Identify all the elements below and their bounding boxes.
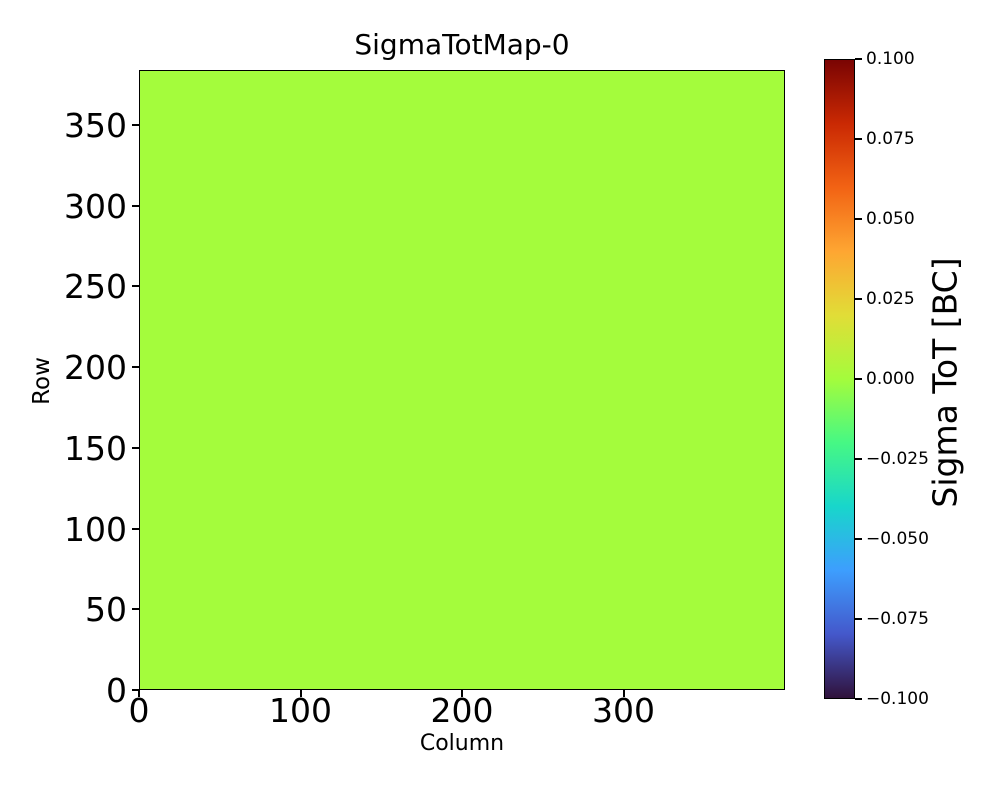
colorbar-tick-label: −0.050 xyxy=(866,528,929,549)
y-tick-mark xyxy=(132,366,139,369)
colorbar-tick-label: 0.075 xyxy=(866,128,915,149)
x-axis-label: Column xyxy=(419,731,505,756)
y-tick-mark xyxy=(132,123,139,126)
chart-title: SigmaTotMap-0 xyxy=(354,28,570,61)
x-tick-mark xyxy=(138,690,140,697)
x-tick-label: 0 xyxy=(128,691,150,730)
y-tick-mark xyxy=(132,446,139,449)
y-tick-label: 200 xyxy=(64,348,127,388)
x-tick-mark xyxy=(461,690,463,697)
x-tick-mark xyxy=(622,690,625,697)
colorbar-tick-label: −0.025 xyxy=(866,448,929,469)
colorbar-tick-mark xyxy=(855,298,862,300)
colorbar-tick-label: 0.050 xyxy=(866,208,915,229)
y-tick-label: 250 xyxy=(64,267,127,307)
heatmap-plot-area xyxy=(139,70,785,690)
colorbar-tick-mark xyxy=(855,538,862,540)
colorbar-tick-label: −0.075 xyxy=(866,608,929,629)
x-tick-label: 100 xyxy=(269,691,332,730)
y-tick-mark xyxy=(132,204,139,207)
colorbar-tick-mark xyxy=(855,378,862,380)
y-tick-label: 150 xyxy=(64,428,127,468)
colorbar-tick-mark xyxy=(855,218,862,220)
y-tick-label: 50 xyxy=(85,590,127,630)
y-tick-label: 0 xyxy=(106,671,127,710)
colorbar-tick-mark xyxy=(855,618,862,620)
y-tick-mark xyxy=(132,527,139,530)
colorbar-tick-label: 0.025 xyxy=(866,288,915,309)
x-tick-label: 200 xyxy=(430,691,494,730)
y-axis-label: Row xyxy=(29,357,55,405)
y-tick-label: 350 xyxy=(64,105,127,145)
colorbar-tick-mark xyxy=(855,458,862,460)
colorbar-tick-mark xyxy=(855,138,862,140)
colorbar-tick-mark xyxy=(855,58,862,60)
y-tick-label: 100 xyxy=(64,509,127,549)
colorbar-gradient xyxy=(824,59,855,699)
x-tick-label: 300 xyxy=(592,691,655,730)
colorbar-tick-label: −0.100 xyxy=(866,688,929,709)
colorbar-tick-mark xyxy=(855,698,862,700)
y-tick-mark xyxy=(132,285,139,288)
y-tick-mark xyxy=(132,689,139,691)
colorbar-tick-label: 0.000 xyxy=(866,368,915,389)
colorbar-tick-label: 0.100 xyxy=(866,48,915,69)
y-tick-mark xyxy=(132,608,139,611)
y-tick-label: 300 xyxy=(64,186,127,226)
colorbar-label: Sigma ToT [BC] xyxy=(925,257,965,508)
x-tick-mark xyxy=(299,690,302,697)
